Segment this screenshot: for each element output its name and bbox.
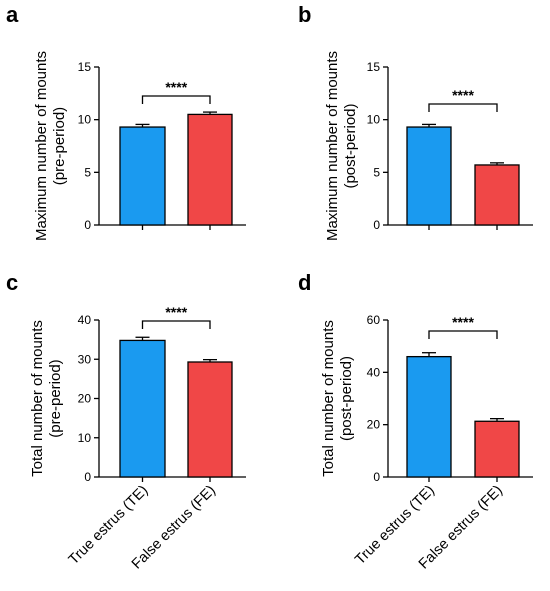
bar-true-estrus [119,126,166,226]
panel-letter: b [298,2,311,27]
y-tick-label: 60 [367,313,381,327]
panel-letter: c [6,270,18,295]
bar-false-estrus [474,420,520,478]
y-tick-label: 10 [78,431,92,445]
y-tick-label: 0 [84,470,91,484]
y-tick-label: 15 [78,60,92,74]
significance-label: **** [452,87,474,103]
y-axis-label: (post-period) [342,103,359,188]
y-tick-label: 20 [367,418,381,432]
y-tick-label: 30 [78,352,92,366]
y-tick-label: 15 [367,60,381,74]
chart-panel-a: a 0 5 10 15 Maximum number of mounts (pre-peri… [6,2,246,241]
bar-true-estrus [406,355,452,478]
y-tick-label: 20 [78,392,92,406]
y-tick-label: 5 [84,165,91,179]
chart-panel-b: b 0 5 10 15 Maximum number of mounts (post-per… [298,2,533,241]
chart-panel-c: c 0 10 20 30 40 Total number of mounts (pre-per… [6,270,246,572]
y-tick-label: 10 [78,113,92,127]
bar-false-estrus [187,361,233,478]
y-tick-label: 0 [84,218,91,232]
y-axis-label: Total number of mounts [29,320,46,477]
y-tick-label: 0 [373,470,380,484]
significance-label: **** [452,314,474,330]
y-axis-label: Maximum number of mounts [33,51,50,241]
bar-true-estrus [119,339,166,478]
bar-false-estrus [474,164,520,226]
significance-bracket [141,320,211,329]
significance-label: **** [165,304,187,320]
y-tick-label: 0 [373,218,380,232]
y-tick-label: 40 [78,313,92,327]
panel-letter: d [298,270,311,295]
bar-true-estrus [406,126,452,226]
y-axis-label: (post-period) [338,356,355,441]
y-axis-label: Total number of mounts [320,320,337,477]
significance-bracket [141,95,211,104]
bar-false-estrus [187,113,233,226]
y-axis-label: (pre-period) [51,107,68,185]
chart-panel-d: d 0 20 40 60 Total number of mounts (post-peri… [298,270,533,572]
significance-bracket [428,330,498,339]
y-tick-label: 10 [367,113,381,127]
y-axis-label: (pre-period) [47,359,64,437]
panel-letter: a [6,2,19,27]
y-tick-label: 5 [373,165,380,179]
y-tick-label: 40 [367,365,381,379]
y-axis-label: Maximum number of mounts [324,51,341,241]
significance-bracket [428,103,498,112]
significance-label: **** [165,79,187,95]
